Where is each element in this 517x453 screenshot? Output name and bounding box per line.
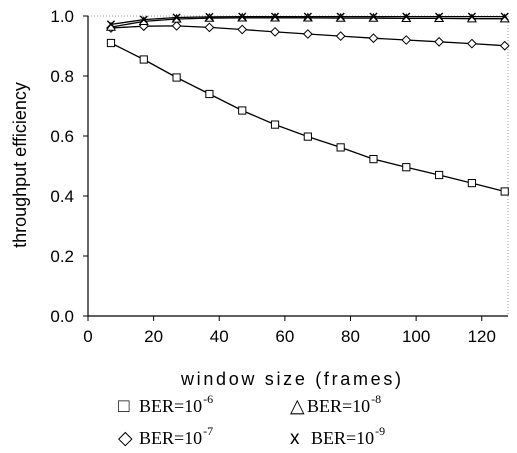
data-point-square: [402, 163, 411, 172]
y-tick-label: 0.0: [50, 307, 74, 326]
data-point-x: [172, 13, 181, 22]
legend-symbol-triangle-icon: △: [290, 396, 305, 417]
data-point-square: [270, 120, 280, 129]
legend-symbol-x-icon: x: [290, 428, 300, 449]
legend-item-triangle: △ BER=10 -8: [290, 392, 381, 417]
legend-item-diamond: ◇ BER=10 -7: [118, 424, 213, 449]
data-point-square: [500, 187, 509, 196]
data-point-diamond: [302, 29, 313, 39]
data-point-diamond: [401, 35, 412, 45]
series-diamond: [106, 20, 510, 51]
data-point-diamond: [368, 33, 379, 44]
x-tick-label: 0: [83, 327, 92, 346]
data-point-square: [172, 73, 181, 82]
data-point-square: [139, 55, 148, 64]
legend-item-x: x BER=10 -9: [290, 424, 385, 449]
x-tick-label: 40: [210, 327, 229, 346]
x-axis-label: window size (frames): [180, 369, 401, 389]
x-tick-label: 60: [275, 327, 294, 346]
data-point-x: [238, 12, 247, 21]
data-point-diamond: [237, 24, 248, 35]
data-point-x: [205, 12, 214, 21]
y-tick-label: 0.6: [50, 127, 74, 146]
legend-exponent: -8: [371, 392, 381, 406]
y-tick-label: 0.4: [50, 187, 74, 206]
y-tick-label: 1.0: [50, 7, 74, 26]
data-point-x: [500, 12, 509, 21]
legend-exponent: -6: [203, 392, 213, 406]
axes: 0.0 0.2 0.4 0.6 0.8 1.0 0 20 40 60 80 100 120: [50, 7, 508, 346]
series-line-square: [110, 42, 505, 193]
x-tick-label: 80: [341, 327, 360, 346]
data-point-x: [434, 12, 444, 21]
legend-exponent: -7: [203, 424, 213, 438]
y-axis-label: throughput efficiency: [10, 82, 30, 248]
data-point-square: [336, 143, 345, 152]
plot-area: [88, 15, 509, 316]
data-point-square: [467, 179, 477, 188]
data-point-x: [270, 12, 280, 21]
data-point-diamond: [335, 31, 346, 42]
x-tick-label: 120: [468, 327, 496, 346]
data-point-square: [238, 106, 247, 115]
legend-label: BER=10: [139, 428, 202, 448]
y-tick-label: 0.8: [50, 67, 74, 86]
x-tick-label: 100: [402, 327, 430, 346]
legend-symbol-diamond-icon: ◇: [118, 428, 133, 449]
data-point-diamond: [499, 40, 510, 51]
legend-exponent: -9: [375, 424, 385, 438]
data-point-square: [106, 38, 116, 48]
data-point-x: [369, 12, 378, 21]
data-point-diamond: [204, 22, 215, 33]
legend-label: BER=10: [139, 396, 202, 416]
series-layer: [105, 12, 510, 196]
series-x: [106, 12, 509, 29]
legend-item-square: □ BER=10 -6: [118, 392, 213, 417]
data-point-x: [402, 12, 411, 21]
data-point-diamond: [270, 26, 280, 37]
data-point-x: [139, 15, 148, 24]
y-tick-label: 0.2: [50, 247, 74, 266]
data-point-diamond: [434, 36, 445, 47]
data-point-square: [369, 155, 378, 164]
data-point-x: [106, 20, 116, 29]
data-point-square: [303, 132, 312, 141]
legend-symbol-square-icon: □: [118, 396, 130, 417]
data-point-x: [467, 12, 477, 21]
legend-label: BER=10: [311, 428, 374, 448]
series-square: [106, 38, 509, 196]
data-point-diamond: [171, 20, 182, 31]
legend-label: BER=10: [307, 396, 370, 416]
legend: □ BER=10 -6◇ BER=10 -7△ BER=10 -8x BER=10 -9: [118, 392, 385, 449]
data-point-square: [205, 89, 214, 99]
data-point-square: [434, 170, 444, 180]
x-tick-label: 20: [144, 327, 163, 346]
data-point-diamond: [466, 38, 477, 49]
data-point-x: [336, 12, 345, 21]
data-point-x: [303, 12, 312, 21]
